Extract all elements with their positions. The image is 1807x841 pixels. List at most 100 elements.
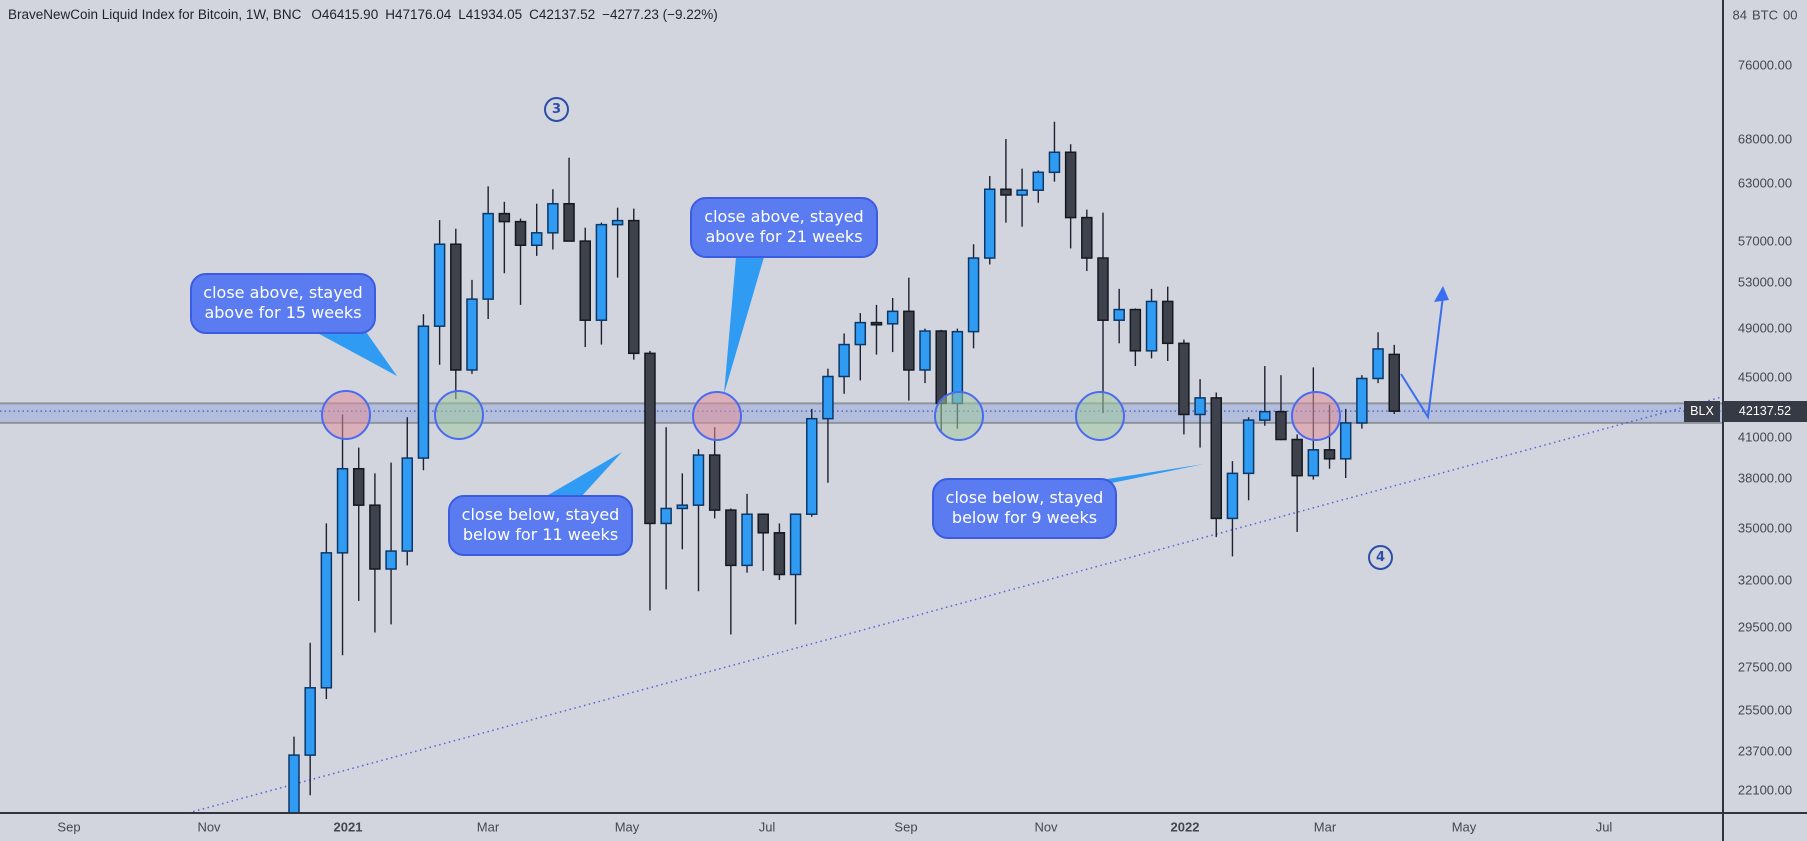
candle-up [854, 321, 867, 346]
candle-up [822, 375, 834, 420]
candle-down [628, 219, 640, 355]
candle-up [1016, 189, 1028, 196]
candle-down [757, 513, 769, 534]
ohlc-segment: L41934.05 [458, 7, 523, 22]
signal-circle-green[interactable] [934, 391, 984, 441]
time-axis-label: 2021 [333, 819, 363, 835]
annotation-bubble-9-weeks[interactable]: close below, stayed below for 9 weeks [932, 478, 1117, 539]
projection-arrow-head [1434, 286, 1449, 302]
signal-circle-green[interactable] [1075, 391, 1125, 441]
symbol-price-label: BLX [1684, 400, 1720, 422]
candle-up [1048, 151, 1061, 174]
price-axis-label: 76000.00 [1737, 57, 1793, 73]
price-axis-label: 68000.00 [1737, 131, 1793, 147]
candle-up [1259, 410, 1271, 421]
annotation-text: close above, stayed [203, 283, 363, 302]
wave-marker-3[interactable]: 3 [544, 97, 569, 122]
signal-circle-pink[interactable] [321, 390, 371, 440]
candle-up [1194, 397, 1206, 416]
candle-down [369, 504, 381, 570]
bubble-tail[interactable] [310, 329, 397, 376]
candle-down [1323, 449, 1336, 460]
candle-up [433, 243, 446, 327]
time-axis-label: Jul [758, 819, 776, 835]
time-axis-label: May [1451, 819, 1477, 835]
price-axis-label: 25500.00 [1737, 702, 1793, 718]
candle-up [336, 467, 349, 554]
symbol-title[interactable]: BraveNewCoin Liquid Index for Bitcoin, 1… [8, 7, 302, 22]
time-axis[interactable]: Sep Nov 2021 Mar May Jul Sep Nov 2022 Mar May Jul [0, 813, 1722, 841]
signal-circle-pink[interactable] [1291, 391, 1341, 441]
annotation-text: below for 11 weeks [462, 525, 619, 545]
candle-up [482, 212, 494, 300]
candle-down [870, 321, 883, 326]
price-axis-label: 45000.00 [1737, 369, 1793, 385]
candle-up [983, 188, 996, 259]
candle-up [304, 687, 316, 756]
ohlc-values: O46415.90 H47176.04 L41934.05 C42137.52 −427… [311, 7, 724, 22]
signal-circle-green[interactable] [434, 390, 484, 440]
symbol-info-bar[interactable]: BraveNewCoin Liquid Index for Bitcoin, 1… [8, 7, 725, 22]
candle-up [385, 550, 397, 570]
signal-circle-pink[interactable] [692, 391, 742, 441]
candle-down [708, 454, 721, 511]
candle-up [692, 454, 705, 506]
annotation-bubble-21-weeks[interactable]: close above, stayed above for 21 weeks [690, 197, 878, 258]
candle-down [1291, 438, 1303, 477]
candle-down [1000, 188, 1012, 196]
bubble-tail[interactable] [543, 452, 622, 498]
candle-up [919, 330, 931, 371]
candle-up [1356, 377, 1368, 424]
candle-down [725, 509, 737, 567]
price-axis-label: 22100.00 [1737, 782, 1793, 798]
annotation-text: close below, stayed [945, 488, 1104, 507]
candle-up [676, 504, 689, 510]
price-axis[interactable]: 84 BTC 00 76000.00 68000.00 63000.00 57000.00… [1723, 0, 1807, 812]
annotation-bubble-11-weeks[interactable]: close below, stayed below for 11 weeks [448, 495, 633, 556]
horizontal-zone[interactable] [0, 403, 1722, 423]
price-axis-label: 38000.00 [1737, 470, 1793, 486]
candle-down [514, 220, 527, 247]
candle-down [450, 243, 462, 371]
annotation-text: close below, stayed [461, 505, 620, 524]
annotation-text: above for 21 weeks [705, 227, 863, 247]
candle-down [1178, 342, 1190, 416]
candle-down [903, 310, 915, 371]
candle-up [1307, 449, 1320, 477]
time-axis-label: Jul [1595, 819, 1613, 835]
candle-up [320, 552, 333, 689]
trendline[interactable] [140, 396, 1722, 812]
candle-up [1032, 171, 1045, 191]
candle-down [1081, 216, 1093, 259]
candle-down [773, 532, 786, 576]
price-axis-label: 27500.00 [1737, 659, 1793, 675]
candle-up [741, 513, 753, 567]
candle-up [1226, 472, 1239, 520]
price-axis-label: 49000.00 [1737, 320, 1793, 336]
annotation-bubble-15-weeks[interactable]: close above, stayed above for 15 weeks [190, 273, 376, 334]
price-axis-label: 32000.00 [1737, 572, 1793, 588]
chart-canvas[interactable] [0, 0, 1722, 812]
candle-down [498, 212, 511, 223]
candle-down [563, 202, 575, 242]
ohlc-segment: C42137.52 [529, 7, 596, 22]
candle-down [579, 240, 591, 321]
price-axis-label: 57000.00 [1737, 233, 1793, 249]
candle-up [838, 343, 850, 378]
time-axis-label: Nov [1034, 819, 1058, 835]
projection-arrow[interactable] [1400, 295, 1444, 420]
ohlc-segment: H47176.04 [385, 7, 452, 22]
candle-up [417, 325, 430, 459]
candle-up [547, 202, 559, 234]
wave-marker-4[interactable]: 4 [1368, 545, 1393, 570]
candle-up [595, 223, 608, 321]
candle-down [1129, 308, 1142, 352]
bubble-tail[interactable] [724, 257, 764, 394]
candle-up [401, 457, 414, 552]
candle-up [288, 754, 300, 812]
ohlc-segment: O46415.90 [311, 7, 379, 22]
candle-down [1064, 151, 1077, 219]
annotation-text: close above, stayed [704, 207, 864, 226]
candle-down [1275, 410, 1287, 441]
candle-down [352, 467, 365, 506]
